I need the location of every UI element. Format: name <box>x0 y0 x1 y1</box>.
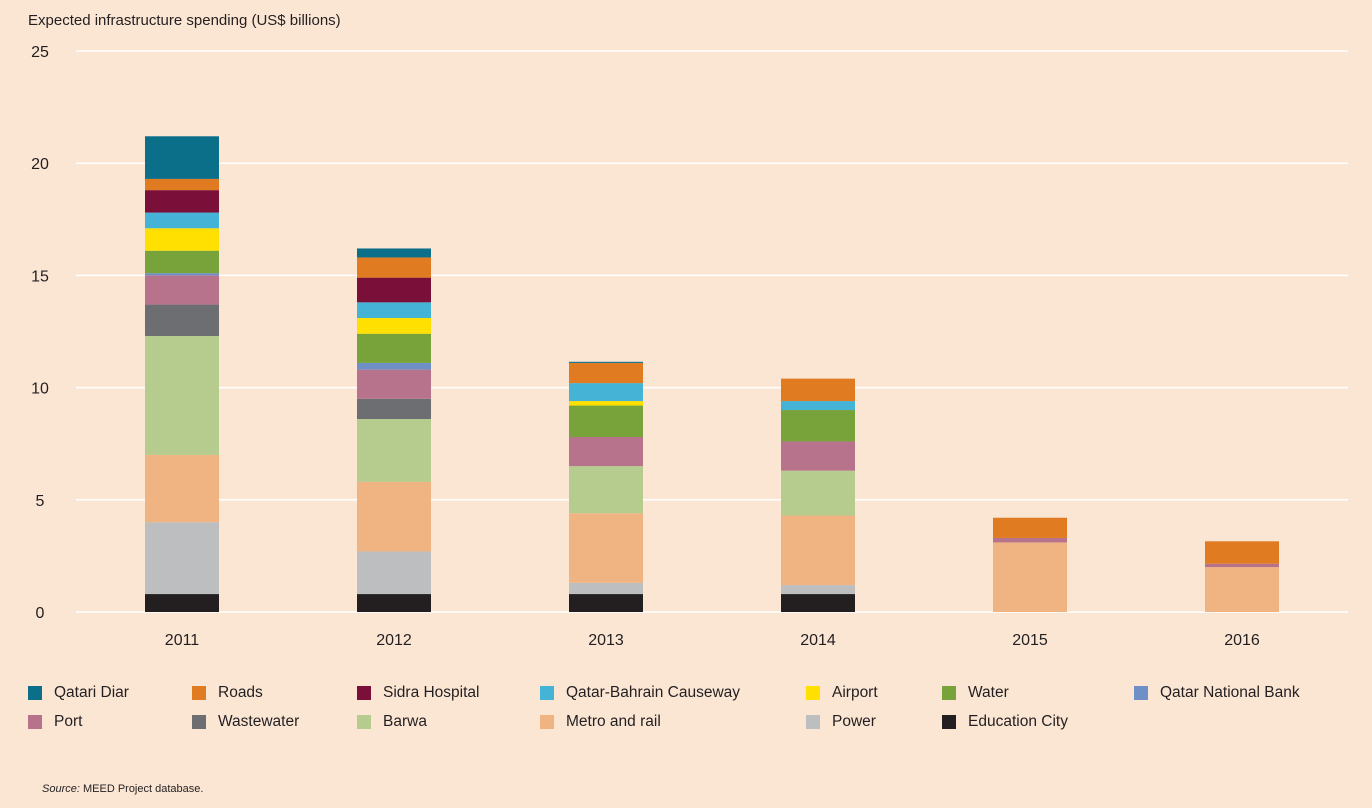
bar-segment <box>569 582 643 595</box>
bar-segment <box>145 335 219 455</box>
bar-segment <box>569 436 643 467</box>
y-tick-label: 20 <box>31 156 49 173</box>
bar-segment <box>781 441 855 471</box>
bar-segment <box>145 250 219 274</box>
bar-segment <box>145 594 219 612</box>
x-tick-label: 2011 <box>165 632 200 649</box>
bar-segment <box>357 362 431 370</box>
x-tick-label: 2013 <box>588 632 624 649</box>
y-tick-label: 0 <box>36 605 45 622</box>
x-tick-label: 2015 <box>1012 632 1048 649</box>
bar-segment <box>357 318 431 334</box>
bar-segment <box>357 248 431 258</box>
bar-segment <box>569 401 643 406</box>
bar-segment <box>145 454 219 523</box>
bar-segment <box>145 228 219 251</box>
y-tick-label: 5 <box>36 493 45 510</box>
source-text: MEED Project database. <box>79 783 204 795</box>
bar-segment <box>145 178 219 191</box>
bar-segment <box>145 212 219 229</box>
y-axis-title: Expected infrastructure spending (US$ bi… <box>28 12 341 29</box>
bar-segment <box>145 136 219 179</box>
bar-segment <box>569 405 643 437</box>
bar-segment <box>993 537 1067 543</box>
bar-segment <box>993 517 1067 538</box>
bar-segment <box>357 277 431 303</box>
bar-segment <box>781 515 855 586</box>
bar-segment <box>357 369 431 399</box>
bar-segment <box>569 361 643 363</box>
bar-segment <box>1205 563 1279 568</box>
bar-segment <box>569 594 643 612</box>
bar-segment <box>145 275 219 305</box>
bar-segment <box>781 594 855 612</box>
y-tick-label: 10 <box>31 381 49 398</box>
x-tick-label: 2012 <box>376 632 412 649</box>
bar-segment <box>145 190 219 213</box>
source-note: Source: MEED Project database. <box>42 783 203 795</box>
bar-segment <box>357 333 431 363</box>
bar-segment <box>145 522 219 595</box>
bar-segment <box>569 362 643 384</box>
y-tick-label: 25 <box>31 44 49 61</box>
bar-segment <box>1205 567 1279 612</box>
source-label: Source: <box>42 783 80 795</box>
bar-segment <box>145 304 219 336</box>
bar-segment <box>357 594 431 612</box>
bar-segment <box>357 481 431 552</box>
x-tick-label: 2016 <box>1224 632 1260 649</box>
bar-segment <box>781 470 855 516</box>
bar-segment <box>781 378 855 402</box>
bar-segment <box>357 398 431 420</box>
bar-segment <box>357 257 431 278</box>
x-tick-label: 2014 <box>800 632 836 649</box>
bar-segment <box>357 419 431 482</box>
bar-segment <box>781 585 855 595</box>
bar-segment <box>993 542 1067 612</box>
bar-segment <box>357 551 431 595</box>
bar-segment <box>781 410 855 442</box>
bar-segment <box>145 273 219 276</box>
bar-segment <box>569 513 643 583</box>
bar-segment <box>781 401 855 411</box>
bar-segment <box>569 466 643 514</box>
bar-segment <box>1205 541 1279 564</box>
bar-segment <box>357 302 431 319</box>
bar-segment <box>569 383 643 402</box>
y-tick-label: 15 <box>31 268 49 285</box>
